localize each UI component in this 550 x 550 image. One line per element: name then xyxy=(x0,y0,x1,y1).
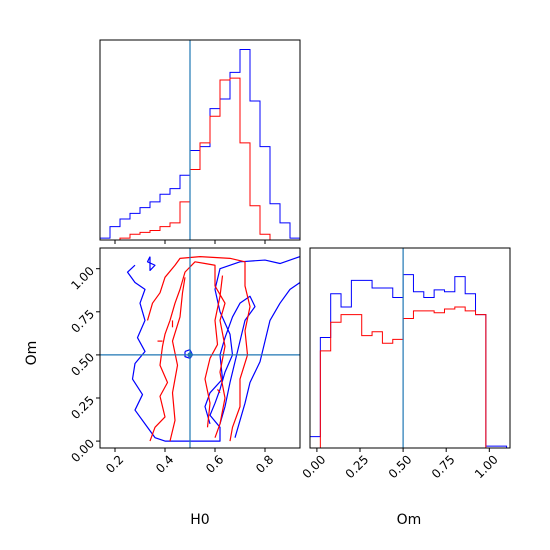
contour-blue-1 xyxy=(146,256,156,272)
x-axis-label-h0: H0 xyxy=(190,512,209,528)
y-tick-label: 0.75 xyxy=(68,307,97,336)
x-tick-label: 0.2 xyxy=(103,452,126,475)
contour-blue-3 xyxy=(204,295,256,425)
y-tick-label: 0.25 xyxy=(68,393,97,422)
panel-frame xyxy=(309,247,511,449)
truth-point xyxy=(187,352,193,358)
panel-frame xyxy=(99,39,301,241)
contour-red-11 xyxy=(217,389,221,394)
panel-frame xyxy=(99,247,301,449)
x-tick-label: 0.25 xyxy=(343,452,372,481)
hist-h0-panel xyxy=(99,39,301,244)
y-tick-label: 0.00 xyxy=(68,436,97,465)
hist-series-red xyxy=(310,306,507,449)
y-tick-label: 0.50 xyxy=(68,350,97,379)
contour-blue-0 xyxy=(126,256,300,442)
x-tick-label: 1.00 xyxy=(472,452,501,481)
contour-lines xyxy=(126,256,300,442)
y-tick-label: 1.00 xyxy=(68,264,97,293)
contour-red-7 xyxy=(169,277,186,442)
x-tick-label: 0.6 xyxy=(203,452,226,475)
hist-series-blue xyxy=(309,274,508,448)
contour-h0-om-panel: 0.2 0.4 0.6 0.8 0.00 0.25 0.50 0.75 1.00 xyxy=(68,247,301,476)
x-tick-label: 0.50 xyxy=(386,452,415,481)
hist-series-red xyxy=(100,77,300,241)
x-tick-label: 0.75 xyxy=(429,452,458,481)
y-axis-label-om: Om xyxy=(24,341,40,366)
contour-red-5 xyxy=(146,256,251,442)
x-tick-label: 0.8 xyxy=(253,452,276,475)
contour-blue-2 xyxy=(234,281,300,438)
x-axis-label-om: Om xyxy=(397,512,422,528)
x-tick-label: 0.00 xyxy=(300,452,329,481)
contour-red-8 xyxy=(204,275,224,428)
hist-om-panel: 0.00 0.25 0.50 0.75 1.00 xyxy=(300,247,511,481)
x-tick-label: 0.4 xyxy=(153,452,176,475)
